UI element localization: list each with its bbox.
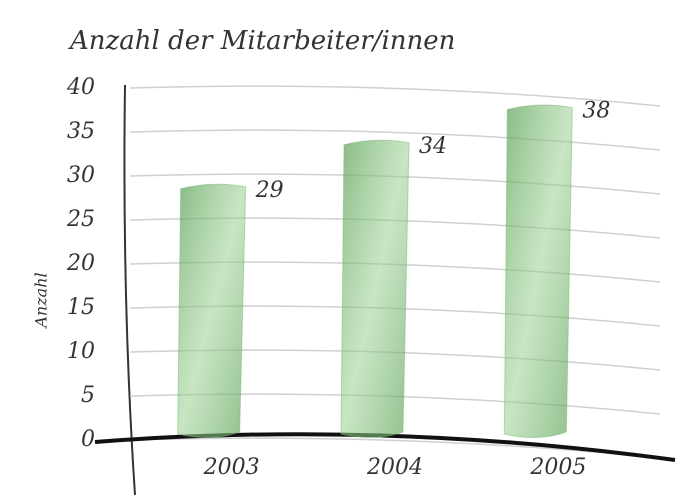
grid-line [129,85,661,107]
y-tick-label: 20 [66,251,95,276]
y-tick-label: 40 [66,75,95,100]
y-tick-label: 5 [81,383,95,408]
y-tick-label: 10 [67,339,95,364]
bar [177,183,247,438]
x-tick-label: 2004 [366,455,423,480]
x-tick-label: 2005 [529,455,586,480]
y-axis-label: Anzahl [32,272,51,329]
chart-title: Anzahl der Mitarbeiter/innen [68,26,455,56]
x-tick-label: 2003 [203,455,260,480]
y-axis [123,84,136,496]
bar [503,104,573,438]
y-tick-label: 35 [67,119,95,144]
bar [340,139,410,438]
grid-line [129,129,661,151]
y-tick-label: 30 [67,163,95,188]
y-tick-label: 0 [81,427,95,452]
y-tick-label: 15 [67,295,95,320]
data-label: 38 [582,99,610,124]
data-label: 29 [255,178,284,203]
y-tick-label: 25 [66,207,95,232]
data-label: 34 [419,134,447,159]
